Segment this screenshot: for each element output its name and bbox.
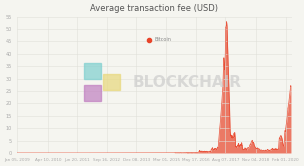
Bar <box>84 63 101 79</box>
Text: BLOCKCHAIR: BLOCKCHAIR <box>132 75 241 90</box>
Title: Average transaction fee (USD): Average transaction fee (USD) <box>90 4 218 13</box>
Bar <box>103 74 120 90</box>
Legend: Bitcoin: Bitcoin <box>146 36 173 44</box>
Bar <box>84 85 101 101</box>
